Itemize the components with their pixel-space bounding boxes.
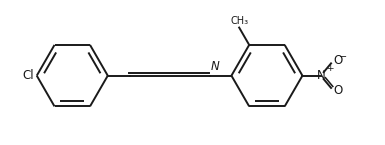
Text: O: O [333, 84, 343, 97]
Text: N: N [316, 69, 325, 82]
Text: −: − [339, 52, 347, 62]
Text: O: O [333, 54, 343, 67]
Text: Cl: Cl [23, 69, 35, 82]
Text: +: + [326, 64, 334, 73]
Text: N: N [210, 60, 219, 73]
Text: CH₃: CH₃ [230, 16, 248, 26]
